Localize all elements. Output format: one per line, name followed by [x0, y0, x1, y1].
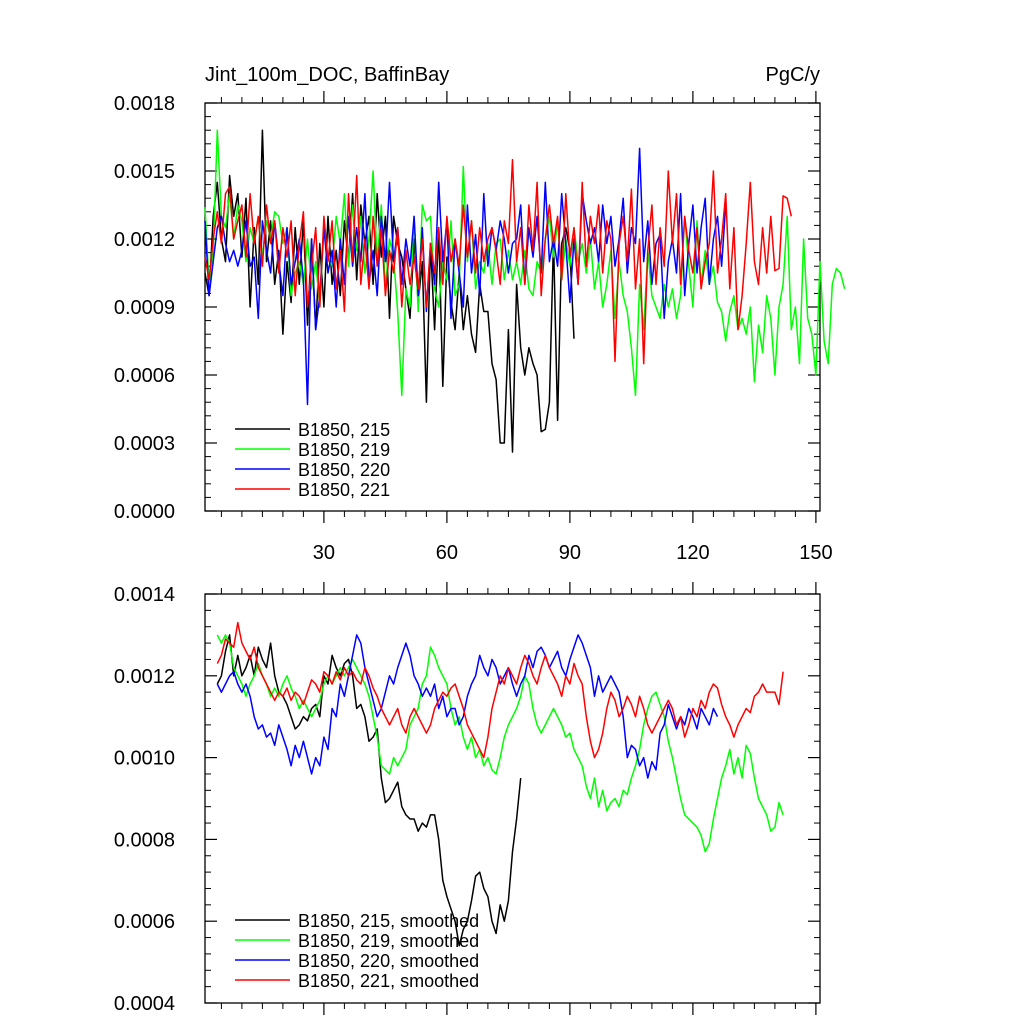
y-tick-label: 0.0008	[114, 829, 175, 851]
y-tick-label: 0.0009	[114, 297, 175, 319]
legend-label-1: B1850, 215	[298, 420, 390, 440]
y-tick-label: 0.0012	[114, 666, 175, 688]
y-tick-label: 0.0003	[114, 433, 175, 455]
legend-label-2: B1850, 219	[298, 440, 390, 460]
legend-label-3: B1850, 220, smoothed	[298, 951, 479, 971]
y-tick-label: 0.0015	[114, 161, 175, 183]
series-line-2	[216, 634, 784, 853]
legend-label-2: B1850, 219, smoothed	[298, 931, 479, 951]
series-line-1	[216, 634, 522, 947]
series-line-1	[204, 129, 575, 453]
legend-label-4: B1850, 221	[298, 480, 390, 500]
x-tick-label: 120	[676, 542, 709, 564]
x-tick-label: 30	[313, 542, 335, 564]
chart-title: Jint_100m_DOC, BaffinBay	[205, 64, 449, 86]
y-tick-label: 0.0018	[114, 93, 175, 115]
x-tick-label: 90	[559, 542, 581, 564]
y-tick-label: 0.0006	[114, 365, 175, 387]
x-tick-label: 150	[799, 542, 832, 564]
y-tick-label: 0.0004	[114, 993, 175, 1015]
series-line-3	[204, 147, 727, 406]
top-panel: 0.0000 0.0003 0.0006 0.0009 0.0012 0.0015 0.00…	[114, 64, 846, 564]
series-line-3	[216, 634, 719, 779]
y-tick-label: 0.0006	[114, 911, 175, 933]
x-tick-label: 60	[436, 542, 458, 564]
plot-frame	[204, 593, 821, 1004]
legend-label-4: B1850, 221, smoothed	[298, 971, 479, 991]
legend-label-1: B1850, 215, smoothed	[298, 911, 479, 931]
y-tick-label: 0.0000	[114, 501, 175, 523]
units-label: PgC/y	[766, 64, 820, 86]
y-tick-label: 0.0010	[114, 748, 175, 770]
y-tick-label: 0.0014	[114, 584, 175, 606]
y-tick-label: 0.0012	[114, 229, 175, 251]
bottom-panel: 0.0004 0.0006 0.0008 0.0010 0.0012 0.0014 B185…	[114, 582, 821, 1015]
legend-label-3: B1850, 220	[298, 460, 390, 480]
series-line-4	[216, 621, 784, 759]
series-line-4	[204, 158, 793, 365]
